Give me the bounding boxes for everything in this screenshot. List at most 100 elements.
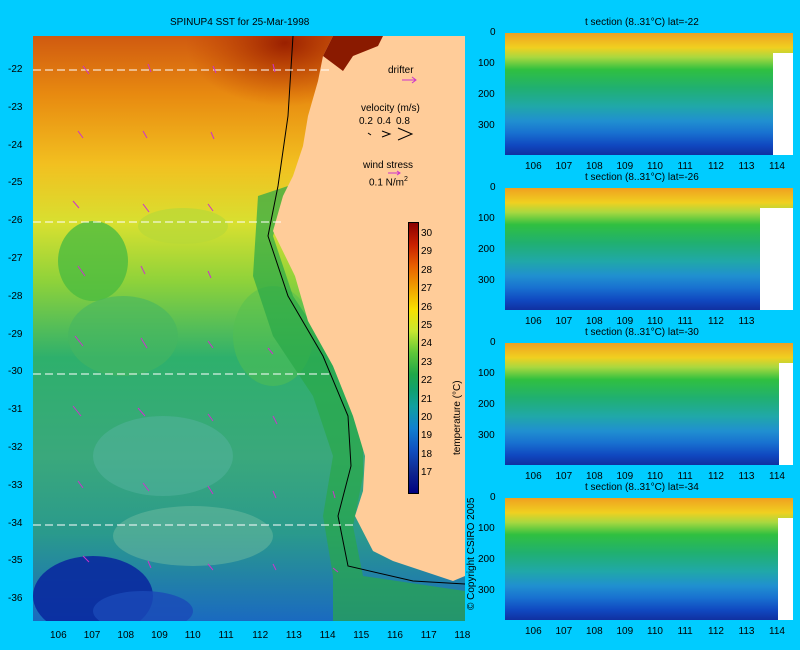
- section-land-mask: [779, 363, 793, 465]
- colorbar-tick: 20: [421, 412, 433, 423]
- section-plot: [505, 498, 793, 620]
- section-lon-tick: 110: [647, 316, 663, 327]
- section-lon-tick: 114: [769, 471, 785, 482]
- section-lon-tick: 110: [647, 161, 663, 172]
- map-lat-tick: -23: [8, 101, 23, 113]
- colorbar-tick: 30: [421, 228, 433, 239]
- section-lon-tick: 110: [647, 471, 663, 482]
- section-plot: [505, 33, 793, 155]
- sst-map: [33, 36, 465, 621]
- section-depth-tick: 300: [478, 120, 495, 131]
- section-lon-tick: 106: [525, 626, 542, 637]
- colorbar-tick: 23: [421, 356, 433, 368]
- section-lon-tick: 108: [586, 161, 603, 172]
- section-lon-tick: 109: [616, 161, 634, 172]
- copyright-text: © Copyright CSIRO 2005: [466, 497, 477, 610]
- section-title: t section (8..31°C) lat=-30: [585, 327, 699, 338]
- colorbar-tick: 27: [421, 283, 433, 295]
- section-depth-tick: 200: [478, 554, 495, 565]
- map-lat-tick: -34: [8, 517, 23, 529]
- wind-legend-value: 0.1 N/m2: [369, 176, 408, 188]
- section-depth-tick: 100: [478, 58, 495, 69]
- section-lon-tick: 106: [525, 316, 542, 327]
- wind-value-text: 0.1 N/m: [369, 177, 405, 189]
- colorbar-tick: 22: [421, 375, 433, 387]
- map-lon-tick: 109: [151, 630, 168, 641]
- map-lon-tick: 114: [319, 630, 336, 641]
- eddy: [58, 221, 128, 301]
- section-depth-tick: 0: [490, 27, 496, 38]
- wind-value-exponent: 2: [404, 176, 408, 183]
- section-lon-tick: 111: [677, 471, 693, 482]
- section-depth-tick: 100: [478, 368, 495, 379]
- colorbar-label: temperature (°C): [452, 380, 463, 455]
- section-depth-tick: 300: [478, 430, 495, 441]
- section-land-mask: [773, 53, 793, 155]
- map-lon-tick: 106: [50, 630, 67, 641]
- section-lon-tick: 111: [677, 161, 693, 172]
- section-depth-tick: 300: [478, 585, 495, 596]
- colorbar-tick: 21: [421, 393, 433, 405]
- section-title: t section (8..31°C) lat=-26: [585, 172, 699, 183]
- map-lat-tick: -22: [8, 64, 23, 75]
- section-lon-tick: 107: [555, 316, 573, 327]
- velocity-legend-value-3: 0.8: [396, 116, 410, 127]
- map-lon-tick: 116: [387, 630, 403, 641]
- section-plot: [505, 188, 793, 310]
- section-lon-tick: 108: [586, 471, 603, 482]
- section-lon-tick: 113: [738, 161, 755, 172]
- map-lat-tick: -27: [8, 253, 23, 264]
- colorbar-tick: 29: [421, 246, 433, 258]
- map-lon-tick: 107: [83, 630, 101, 641]
- section-lon-tick: 112: [708, 471, 724, 482]
- section-lon-tick: 110: [647, 626, 663, 637]
- map-lat-tick: -36: [8, 593, 23, 605]
- section-lon-tick: 112: [708, 161, 724, 172]
- section-lon-tick: 106: [525, 471, 542, 482]
- map-lon-tick: 118: [454, 630, 471, 641]
- map-title: SPINUP4 SST for 25-Mar-1998: [170, 17, 310, 28]
- section-lon-tick: 109: [616, 316, 634, 327]
- map-lat-tick: -30: [8, 366, 23, 378]
- section-land-mask: [760, 208, 793, 310]
- velocity-legend-title: velocity (m/s): [361, 103, 420, 114]
- section-title: t section (8..31°C) lat=-22: [585, 17, 699, 28]
- colorbar-tick: 18: [421, 448, 433, 460]
- section-lon-tick: 109: [616, 471, 634, 482]
- colorbar-tick: 17: [421, 467, 433, 479]
- section-depth-tick: 200: [478, 399, 495, 410]
- section-lon-tick: 111: [677, 316, 693, 327]
- map-lat-tick: -29: [8, 328, 23, 340]
- drifter-arrow-icon: [402, 76, 417, 84]
- section-lon-tick: 106: [525, 161, 542, 172]
- map-lat-tick: -35: [8, 555, 23, 567]
- section-lon-tick: 107: [555, 471, 573, 482]
- section-land-mask: [778, 518, 793, 620]
- section-lon-tick: 107: [555, 626, 573, 637]
- velocity-arrows: [72, 63, 339, 573]
- map-lat-tick: -32: [8, 442, 23, 453]
- section-depth-tick: 300: [478, 275, 495, 286]
- section-title: t section (8..31°C) lat=-34: [585, 482, 699, 493]
- map-lon-tick: 108: [117, 630, 135, 641]
- map-lon-tick: 117: [420, 630, 437, 641]
- section-depth-tick: 0: [490, 337, 496, 348]
- section-lon-tick: 111: [677, 626, 693, 637]
- section-plot: [505, 343, 793, 465]
- map-lon-tick: 112: [252, 630, 269, 641]
- section-depth-tick: 200: [478, 244, 495, 255]
- wind-legend-title: wind stress: [363, 160, 414, 171]
- section-lon-tick: 108: [586, 626, 603, 637]
- map-lon-tick: 110: [184, 630, 201, 641]
- colorbar-tick: 26: [421, 301, 433, 313]
- map-lat-tick: -28: [8, 290, 23, 302]
- sst-map-svg: [33, 36, 465, 621]
- section-lon-tick: 112: [708, 316, 724, 327]
- map-lat-tick: -25: [8, 177, 23, 189]
- section-lon-tick: 114: [769, 161, 785, 172]
- section-lon-tick: 113: [738, 316, 755, 327]
- wind-arrow-icon: [388, 170, 401, 176]
- map-lat-tick: -24: [8, 139, 23, 151]
- section-lon-tick: 109: [616, 626, 634, 637]
- section-depth-tick: 200: [478, 89, 495, 100]
